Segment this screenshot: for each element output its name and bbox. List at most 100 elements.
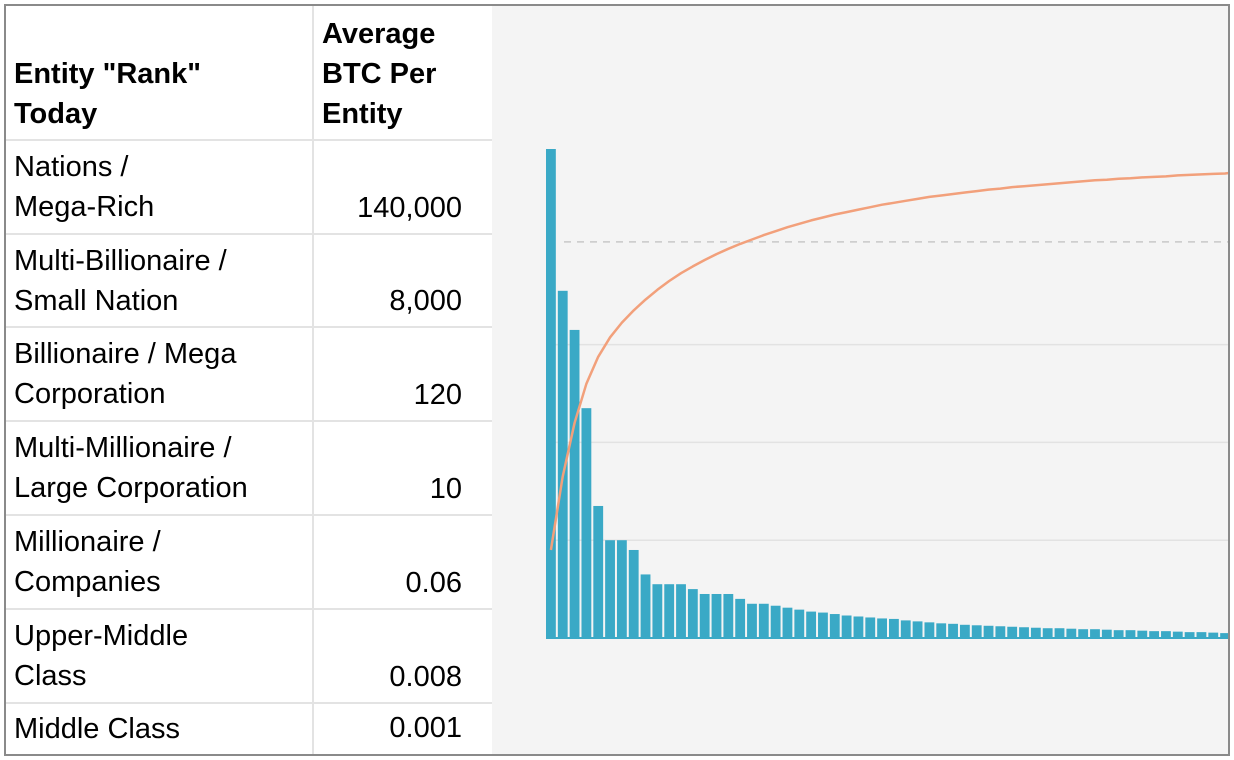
bar [770,605,781,638]
cell-btc: 0.008 [312,609,492,703]
rank-label: Billionaire / Mega Corporation [14,338,237,410]
bar [711,593,722,638]
bar [806,611,817,638]
bar [948,623,958,638]
bar [1161,631,1171,638]
btc-value: 0.008 [389,661,462,693]
bar [1137,630,1148,638]
bar [593,505,604,638]
bar [1184,632,1195,638]
btc-value: 140,000 [357,192,462,224]
bar [758,603,769,638]
cell-rank: Multi-Billionaire / Small Nation [6,234,312,327]
cell-btc: 120 [312,327,492,421]
btc-value: 120 [413,379,462,411]
bar [1149,631,1160,638]
bar [676,584,686,638]
figure-frame: Entity "Rank" Today Average BTC Per Entit… [4,4,1230,756]
bar [1196,632,1207,638]
bar [782,607,793,638]
cell-rank: Middle Class [6,703,312,754]
bar [628,549,639,638]
cell-btc: 0.06 [312,515,492,609]
row-divider [6,702,492,704]
bar [1019,627,1029,638]
bar [747,603,757,638]
bar [652,584,663,638]
table-row: Upper-Middle Class 0.008 [6,609,492,703]
header-cell-rank: Entity "Rank" Today [6,6,312,140]
btc-value: 8,000 [389,285,462,317]
bar [1125,630,1136,638]
btc-value: 0.06 [405,567,462,599]
btc-value: 10 [429,473,462,505]
bar [1007,626,1018,638]
rank-label: Middle Class [14,712,180,745]
rank-label: Multi-Millionaire / Large Corporation [14,432,248,504]
rank-label: Nations / Mega-Rich [14,151,155,223]
distribution-chart [492,6,1228,754]
bar [1042,628,1053,638]
rank-label: Upper-Middle Class [14,620,189,692]
bar [1113,630,1124,638]
bar [936,623,947,638]
cell-btc: 8,000 [312,234,492,327]
bar [1054,628,1065,638]
table-row: Billionaire / Mega Corporation 120 [6,327,492,421]
bar [1030,627,1041,638]
bar [687,589,698,638]
cell-btc: 140,000 [312,140,492,234]
bar [900,620,911,638]
bar [557,290,568,638]
row-divider [6,420,492,422]
bar [664,584,675,638]
bar [959,624,970,638]
bar [546,149,556,638]
btc-value: 0.001 [389,712,462,744]
bar [924,622,935,638]
bar [1090,629,1100,638]
bar [971,625,982,638]
row-divider [6,326,492,328]
bar [581,408,592,638]
bar [605,540,615,638]
btc-rank-table: Entity "Rank" Today Average BTC Per Entit… [6,6,492,754]
cell-rank: Millionaire / Companies [6,515,312,609]
bar [995,626,1006,638]
table-row: Multi-Millionaire / Large Corporation 10 [6,421,492,515]
table-row: Middle Class 0.001 [6,703,492,754]
bar [829,614,840,638]
row-divider [6,139,492,141]
chart-canvas [546,149,1228,639]
header-rank-label: Entity "Rank" Today [14,58,202,130]
rank-label: Multi-Billionaire / Small Nation [14,244,227,317]
bar [1101,629,1112,638]
bar [794,609,805,638]
cell-btc: 10 [312,421,492,515]
header-btc-label: Average BTC Per Entity [322,18,437,130]
bar [1066,628,1077,638]
cell-rank: Billionaire / Mega Corporation [6,327,312,421]
cell-rank: Upper-Middle Class [6,609,312,703]
cell-btc: 0.001 [312,703,492,754]
header-cell-btc: Average BTC Per Entity [312,6,492,140]
bar [853,616,864,638]
table-row: Millionaire / Companies 0.06 [6,515,492,609]
bar [1208,632,1219,638]
bar [569,329,580,638]
bar [616,540,627,638]
row-divider [6,233,492,235]
bar [640,574,651,638]
cell-rank: Nations / Mega-Rich [6,140,312,234]
bar [877,618,887,638]
cell-rank: Multi-Millionaire / Large Corporation [6,421,312,515]
table-row: Nations / Mega-Rich 140,000 [6,140,492,234]
bar [1078,629,1089,638]
table-row: Multi-Billionaire / Small Nation 8,000 [6,234,492,327]
bar [841,615,852,638]
bar [818,612,828,638]
row-divider [6,514,492,516]
bar [983,625,994,638]
rank-label: Millionaire / Companies [14,526,161,598]
cumulative-curve [549,171,1228,551]
